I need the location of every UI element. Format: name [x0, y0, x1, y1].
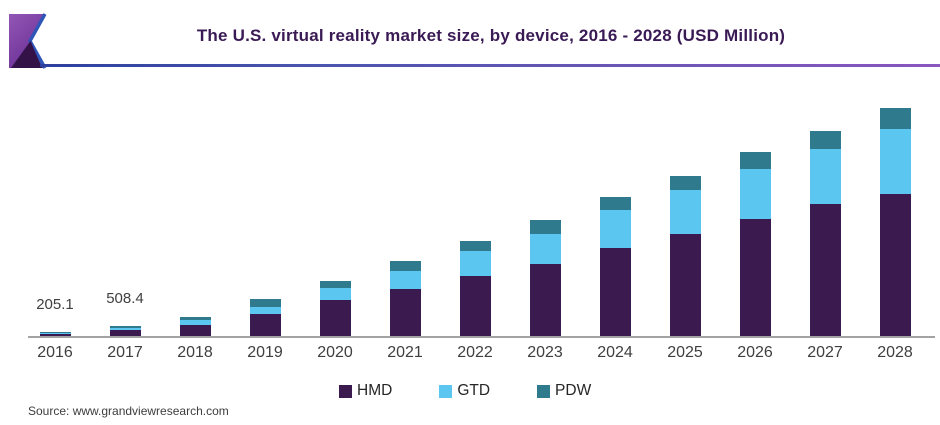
- bar-segment-gtd-2017: [109, 327, 141, 331]
- bar-segment-gtd-2025: [669, 190, 701, 235]
- bar-segment-gtd-2023: [529, 234, 561, 264]
- x-tick-2028: 2028: [877, 344, 913, 361]
- bar-segment-pdw-2020: [319, 280, 351, 289]
- logo-dark-triangle: [11, 41, 42, 68]
- data-label-2017: 508.4: [106, 290, 144, 308]
- legend-item-pdw: PDW: [537, 382, 591, 400]
- x-tick-2024: 2024: [597, 344, 633, 361]
- hmd-swatch-icon: [339, 384, 352, 398]
- x-tick-2027: 2027: [807, 344, 843, 361]
- x-tick-2022: 2022: [457, 344, 493, 361]
- legend-item-hmd: HMD: [339, 382, 392, 400]
- bar-2020: [319, 280, 351, 336]
- bar-2022: [459, 241, 491, 336]
- gtd-swatch-icon: [439, 384, 453, 398]
- bar-segment-gtd-2022: [459, 251, 491, 277]
- bar-segment-hmd-2018: [179, 325, 211, 336]
- logo-blue-edge: [28, 13, 47, 69]
- bar-2016: [39, 332, 71, 336]
- bar-segment-hmd-2027: [809, 204, 841, 336]
- bar-segment-gtd-2028: [879, 128, 911, 194]
- bar-segment-hmd-2023: [529, 263, 561, 336]
- bar-segment-gtd-2020: [319, 288, 351, 300]
- header-gradient-rule: [40, 64, 940, 67]
- bar-segment-hmd-2020: [319, 299, 351, 336]
- legend-item-gtd: GTD: [439, 382, 490, 400]
- bar-segment-pdw-2026: [739, 152, 771, 170]
- bar-segment-gtd-2024: [599, 209, 631, 248]
- x-tick-2023: 2023: [527, 344, 563, 361]
- x-tick-2021: 2021: [387, 344, 423, 361]
- x-tick-2020: 2020: [317, 344, 353, 361]
- bar-2023: [529, 220, 561, 336]
- bar-2024: [599, 196, 631, 336]
- bar-segment-gtd-2026: [739, 169, 771, 219]
- bar-segment-hmd-2028: [879, 193, 911, 336]
- bar-segment-pdw-2017: [109, 326, 141, 328]
- bar-segment-hmd-2017: [109, 330, 141, 336]
- legend-label-gtd: GTD: [457, 382, 491, 399]
- bar-segment-pdw-2021: [389, 260, 421, 271]
- bar-segment-hmd-2021: [389, 288, 421, 336]
- bar-segment-gtd-2019: [249, 306, 281, 315]
- bar-segment-gtd-2018: [179, 320, 211, 326]
- bar-segment-pdw-2022: [459, 241, 491, 252]
- bar-segment-pdw-2019: [249, 299, 281, 307]
- bar-2027: [809, 131, 841, 336]
- bar-2019: [249, 299, 281, 336]
- bar-segment-gtd-2016: [39, 332, 71, 334]
- chart-title: The U.S. virtual reality market size, by…: [196, 26, 786, 45]
- bar-segment-gtd-2027: [809, 148, 841, 204]
- legend: HMD GTD PDW: [339, 382, 591, 400]
- bar-segment-pdw-2027: [809, 131, 841, 149]
- bar-segment-pdw-2018: [179, 316, 211, 321]
- x-tick-2026: 2026: [737, 344, 773, 361]
- bar-segment-hmd-2025: [669, 234, 701, 336]
- source-text: Source: www.grandviewresearch.com: [28, 404, 229, 418]
- x-tick-2017: 2017: [107, 344, 143, 361]
- x-tick-2025: 2025: [667, 344, 703, 361]
- bar-segment-pdw-2028: [879, 108, 911, 129]
- bar-segment-hmd-2022: [459, 276, 491, 336]
- bar-segment-pdw-2016: [39, 332, 71, 333]
- legend-label-pdw: PDW: [555, 382, 592, 399]
- bar-2021: [389, 260, 421, 336]
- bar-segment-pdw-2025: [669, 175, 701, 191]
- pdw-swatch-icon: [537, 384, 551, 398]
- bar-2028: [879, 108, 911, 336]
- x-tick-2018: 2018: [177, 344, 213, 361]
- bar-segment-hmd-2019: [249, 314, 281, 336]
- bar-segment-pdw-2024: [599, 196, 631, 210]
- x-tick-2016: 2016: [37, 344, 73, 361]
- bar-2026: [739, 152, 771, 336]
- bar-segment-hmd-2024: [599, 247, 631, 336]
- bar-2025: [669, 175, 701, 336]
- x-tick-2019: 2019: [247, 344, 283, 361]
- bar-segment-pdw-2023: [529, 220, 561, 235]
- bar-segment-hmd-2026: [739, 218, 771, 336]
- bar-segment-hmd-2016: [39, 333, 71, 336]
- bar-segment-gtd-2021: [389, 270, 421, 289]
- grandview-logo-icon: [9, 13, 47, 69]
- data-label-2016: 205.1: [36, 296, 74, 314]
- bar-2018: [179, 316, 211, 336]
- bar-2017: [109, 326, 141, 336]
- legend-label-hmd: HMD: [357, 382, 393, 399]
- x-axis-line: [28, 336, 935, 338]
